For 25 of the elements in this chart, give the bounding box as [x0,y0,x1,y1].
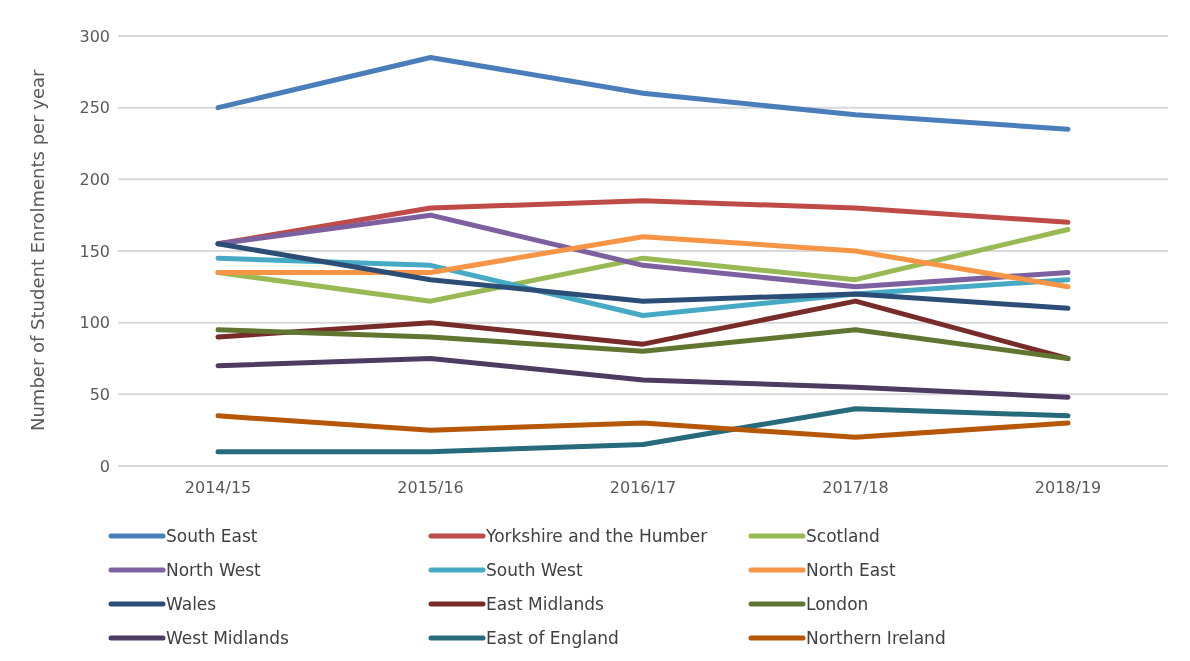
legend-label: East of England [486,628,619,648]
legend-label: Scotland [806,526,880,546]
x-tick-label: 2015/16 [397,478,464,498]
x-tick-label: 2014/15 [184,478,252,498]
x-tick-label: 2017/18 [822,478,889,498]
y-tick-label: 100 [79,313,110,333]
legend-label: North East [806,560,896,580]
legend-label: East Midlands [486,594,604,614]
y-tick-label: 250 [79,98,110,118]
legend-label: South East [166,526,258,546]
y-axis-title: Number of Student Enrolments per year [27,68,49,431]
y-tick-label: 300 [79,26,110,46]
legend-label: Yorkshire and the Humber [486,526,708,546]
legend-label: Northern Ireland [806,628,946,648]
x-tick-label: 2016/17 [609,478,677,498]
legend-label: West Midlands [166,628,289,648]
legend-label: London [806,594,869,614]
y-tick-label: 50 [89,385,110,405]
legend-label: North West [166,560,261,580]
legend-label: South West [486,560,583,580]
legend-label: Wales [166,594,217,614]
y-tick-label: 150 [79,241,110,261]
y-tick-label: 0 [99,456,110,476]
y-tick-label: 200 [79,170,110,190]
x-tick-label: 2018/19 [1034,478,1102,498]
